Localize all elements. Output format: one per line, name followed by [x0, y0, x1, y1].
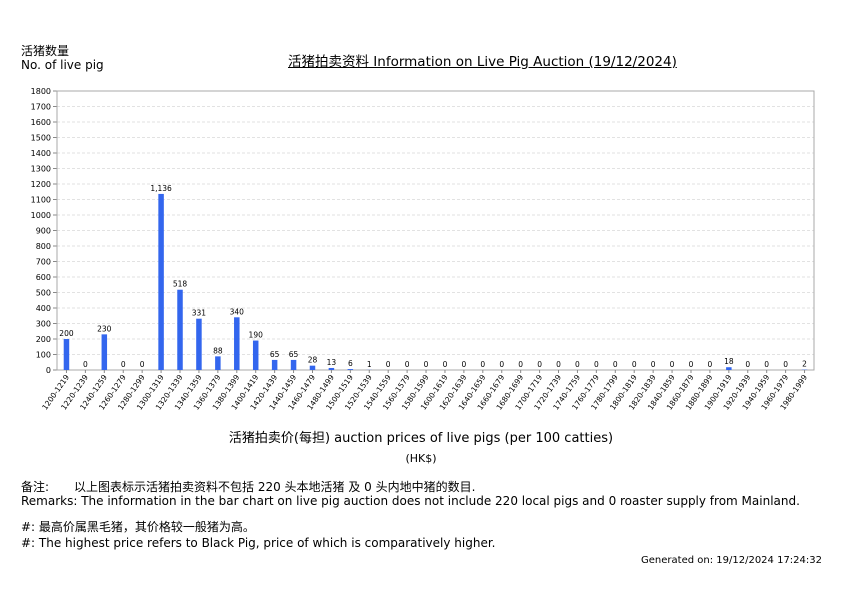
- value-label: 0: [537, 360, 542, 369]
- y-tick-label: 1200: [31, 180, 51, 189]
- y-tick-label: 700: [36, 258, 51, 267]
- value-label: 0: [594, 360, 599, 369]
- value-label: 18: [724, 357, 734, 366]
- bar: [177, 289, 183, 370]
- value-label: 0: [556, 360, 561, 369]
- bars: [63, 193, 808, 370]
- value-label: 0: [386, 360, 391, 369]
- bar: [271, 359, 278, 370]
- value-label: 0: [499, 360, 504, 369]
- y-tick-label: 1000: [31, 211, 51, 220]
- value-label: 230: [97, 324, 112, 333]
- x-axis-unit: (HK$): [405, 452, 437, 465]
- value-label: 331: [192, 309, 207, 318]
- chart-title: 活猪拍卖资料 Information on Live Pig Auction (…: [288, 54, 677, 70]
- bar: [196, 318, 202, 370]
- remark-cn-label: 备注:: [21, 480, 50, 494]
- value-label: 0: [443, 360, 448, 369]
- generated-timestamp: Generated on: 19/12/2024 17:24:32: [641, 555, 822, 566]
- y-tick-label: 1500: [31, 134, 51, 143]
- value-label: 0: [83, 360, 88, 369]
- value-label: 0: [745, 360, 750, 369]
- y-tick-label: 800: [36, 242, 51, 251]
- value-label: 0: [518, 360, 523, 369]
- value-label: 0: [424, 360, 429, 369]
- grid-lines: [53, 90, 814, 371]
- value-label: 0: [632, 360, 637, 369]
- value-label: 0: [651, 360, 656, 369]
- value-label: 0: [613, 360, 618, 369]
- remark-cn-text: 以上图表标示活猪拍卖资料不包括 220 头本地活猪 及 0 头内地中猪的数目.: [74, 480, 476, 494]
- value-label: 190: [249, 331, 264, 340]
- hash-note-en: #: The highest price refers to Black Pig…: [21, 536, 496, 550]
- bar: [101, 334, 108, 370]
- value-label: 88: [213, 346, 223, 355]
- bar: [328, 367, 335, 370]
- value-label: 0: [140, 360, 145, 369]
- y-tick-label: 500: [36, 289, 51, 298]
- value-label: 0: [121, 360, 126, 369]
- y-tick-label: 900: [36, 227, 51, 236]
- y-tick-label: 300: [36, 320, 51, 329]
- value-label: 65: [289, 350, 299, 359]
- value-label: 0: [405, 360, 410, 369]
- bar: [215, 356, 221, 370]
- value-label: 0: [480, 360, 485, 369]
- bar: [252, 340, 259, 370]
- y-tick-label: 1400: [31, 149, 51, 158]
- bar-chart: 0100200300400500600700800900100011001200…: [31, 87, 815, 412]
- value-label: 0: [783, 360, 788, 369]
- x-axis-label: 活猪拍卖价(每担) auction prices of live pigs (p…: [228, 431, 614, 446]
- value-label: 65: [270, 350, 280, 359]
- bar: [726, 367, 732, 370]
- value-label: 0: [689, 360, 694, 369]
- x-tick-labels: 1200-12191220-12391240-12591260-12791280…: [40, 370, 809, 412]
- y-axis-label-en: No. of live pig: [21, 58, 104, 72]
- bar: [63, 339, 70, 370]
- value-label: 340: [230, 307, 245, 316]
- plot-frame: [56, 90, 815, 371]
- hash-note-cn: #: 最高价属黑毛猪，其价格较一般猪为高。: [21, 520, 255, 534]
- value-label: 0: [764, 360, 769, 369]
- y-tick-label: 1700: [31, 103, 51, 112]
- bar: [347, 369, 354, 370]
- value-label: 1: [367, 360, 372, 369]
- y-tick-label: 1600: [31, 118, 51, 127]
- remark-en: Remarks: The information in the bar char…: [21, 494, 800, 508]
- y-tick-label: 600: [36, 273, 51, 282]
- value-label: 13: [327, 358, 337, 367]
- y-tick-label: 1100: [31, 196, 51, 205]
- value-label: 0: [708, 360, 713, 369]
- y-tick-label: 1300: [31, 165, 51, 174]
- bar: [290, 359, 297, 370]
- value-label: 1,136: [150, 184, 172, 193]
- y-tick-label: 200: [36, 335, 51, 344]
- value-label: 2: [802, 360, 807, 369]
- value-label: 0: [575, 360, 580, 369]
- value-label: 6: [348, 359, 353, 368]
- bar: [158, 193, 164, 370]
- y-axis-label-cn: 活猪数量: [21, 44, 70, 58]
- value-label: 518: [173, 280, 188, 289]
- bar: [309, 365, 316, 370]
- value-label: 28: [308, 356, 318, 365]
- y-tick-labels: 0 100 200 300 400 500 600 700 800 900 1000 1100 1200…: [31, 87, 51, 375]
- y-tick-label: 0: [46, 366, 51, 375]
- bar: [234, 317, 240, 370]
- y-tick-label: 1800: [31, 87, 51, 96]
- y-tick-label: 100: [36, 351, 51, 360]
- y-tick-label: 400: [36, 304, 51, 313]
- value-label: 0: [670, 360, 675, 369]
- value-label: 200: [59, 329, 74, 338]
- value-label: 0: [461, 360, 466, 369]
